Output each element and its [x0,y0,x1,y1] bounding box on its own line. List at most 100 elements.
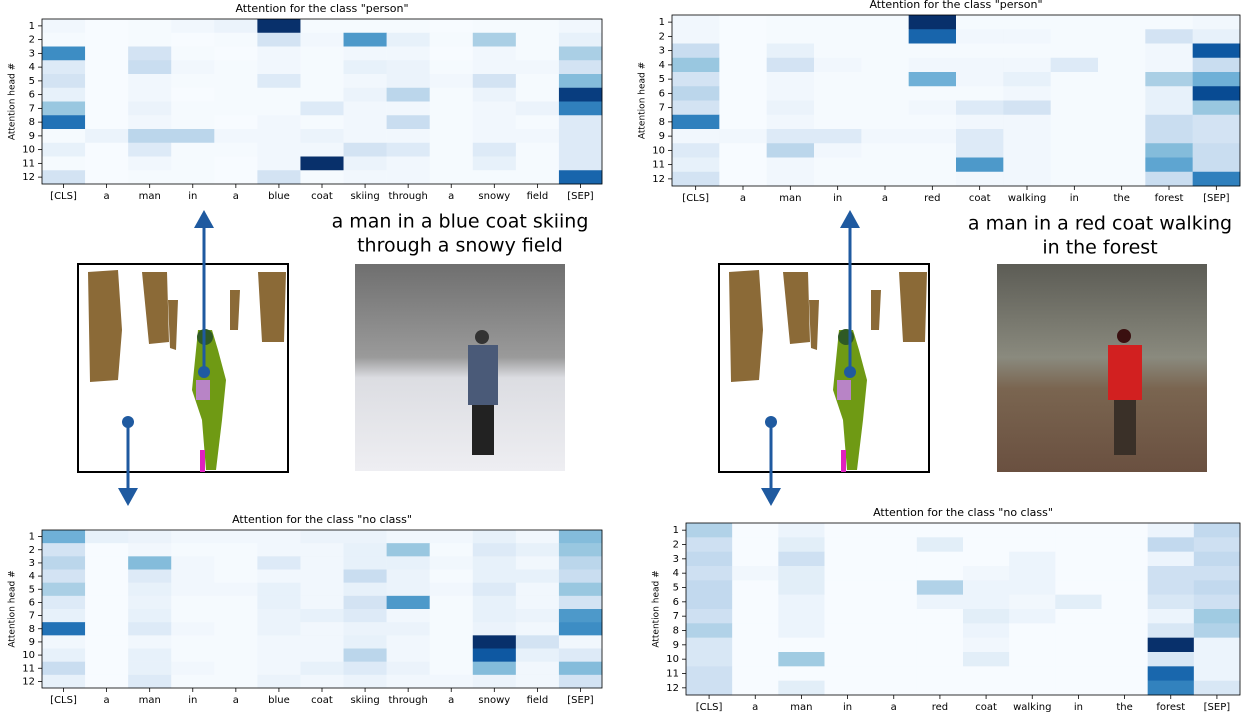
y-tick-label: 9 [659,131,665,142]
heatmap-cell [963,652,1009,667]
y-tick-label: 12 [666,683,679,694]
heatmap-cell [257,556,300,569]
heatmap-cell [1194,652,1240,667]
heatmap-cell [214,170,257,184]
heatmap-cell [214,60,257,74]
y-tick-label: 2 [29,545,35,556]
heatmap-cell [1098,29,1146,44]
heatmap-cell [300,662,343,675]
heatmap-cell [1055,609,1101,624]
heatmap-cell [732,566,778,581]
heatmap-cell [1102,566,1148,581]
heatmap-cell [1055,552,1101,567]
heatmap-cell [871,580,917,595]
heatmap-cell [1148,566,1194,581]
heatmap-cell [963,552,1009,567]
heatmap-cell [128,635,171,648]
heatmap-cell [473,583,516,596]
x-tick-label: through [389,191,428,202]
heatmap-cell [956,86,1004,101]
heatmap-cell [825,595,871,610]
heatmap-cell [128,583,171,596]
heatmap-cell [672,58,720,73]
heatmap-cell [300,102,343,116]
heatmap-cell [171,675,214,688]
y-tick-label: 7 [29,103,35,114]
heatmap-cell [430,635,473,648]
heatmap-cell [559,570,602,583]
x-tick-label: [CLS] [50,695,77,706]
heatmap-cell [1194,580,1240,595]
heatmap-cell [344,675,387,688]
x-tick-label: a [752,702,758,713]
heatmap-cell [1145,115,1193,130]
heatmap-cell [387,649,430,662]
heatmap-cell [171,570,214,583]
x-tick-label: [SEP] [1203,193,1230,204]
heatmap-cell [686,652,732,667]
heatmap-cell [909,172,957,187]
heatmap-cell [861,115,909,130]
heatmap-cell [732,652,778,667]
heatmap-cell [214,47,257,61]
heatmap-cell [1055,566,1101,581]
heatmap-cell [686,623,732,638]
heatmap-cell [1145,15,1193,30]
heatmap-cell [719,58,767,73]
heatmap-cell [871,623,917,638]
heatmap-cell [214,570,257,583]
heatmap-cell [672,101,720,116]
y-tick-label: 4 [29,62,35,73]
heatmap-cell [1055,523,1101,538]
heatmap-cell [473,157,516,171]
heatmap-cell [825,552,871,567]
heatmap-cell [387,635,430,648]
heatmap-cell [344,609,387,622]
heatmap-cell [42,609,85,622]
heatmap-cell [473,662,516,675]
heatmap-cell [42,129,85,143]
heatmap-cell [257,583,300,596]
heatmap-cell [1193,72,1241,87]
heatmap-cell [1051,143,1099,158]
y-tick-label: 3 [673,554,679,565]
heatmap-cell [719,143,767,158]
heatmap-cell [825,623,871,638]
heatmap-cell [257,675,300,688]
heatmap-cell [171,19,214,33]
heatmap-cell [387,609,430,622]
heatmap-cell [1003,143,1051,158]
heatmap-cell [473,635,516,648]
heatmap-cell [956,72,1004,87]
heatmap-cell [1098,129,1146,144]
heatmap-cell [559,60,602,74]
heatmap-cell [1009,609,1055,624]
x-tick-label: a [740,193,746,204]
heatmap-cell [300,129,343,143]
heatmap-cell [516,609,559,622]
y-tick-label: 10 [666,654,679,665]
heatmap-cell [814,172,862,187]
heatmap-cell [516,596,559,609]
heatmap-cell [559,19,602,33]
heatmap-cell [516,635,559,648]
heatmap-cell [42,596,85,609]
x-tick-label: skiing [350,191,379,202]
segmentation-map [719,264,929,472]
heatmap-cell [85,609,128,622]
heatmap-cell [1055,537,1101,552]
heatmap-cell [214,88,257,102]
x-tick-label: [CLS] [696,702,723,713]
heatmap-cell [871,523,917,538]
heatmap-cell [85,129,128,143]
heatmap-cell [719,15,767,30]
heatmap-cell [778,681,824,696]
x-tick-label: forest [1156,702,1185,713]
heatmap-cell [473,47,516,61]
heatmap-cell [778,609,824,624]
heatmap-cell [767,115,815,130]
heatmap-cell [1098,158,1146,173]
caption: a man in a blue coat skiing [332,211,589,233]
heatmap-cell [171,649,214,662]
heatmap-cell [814,15,862,30]
